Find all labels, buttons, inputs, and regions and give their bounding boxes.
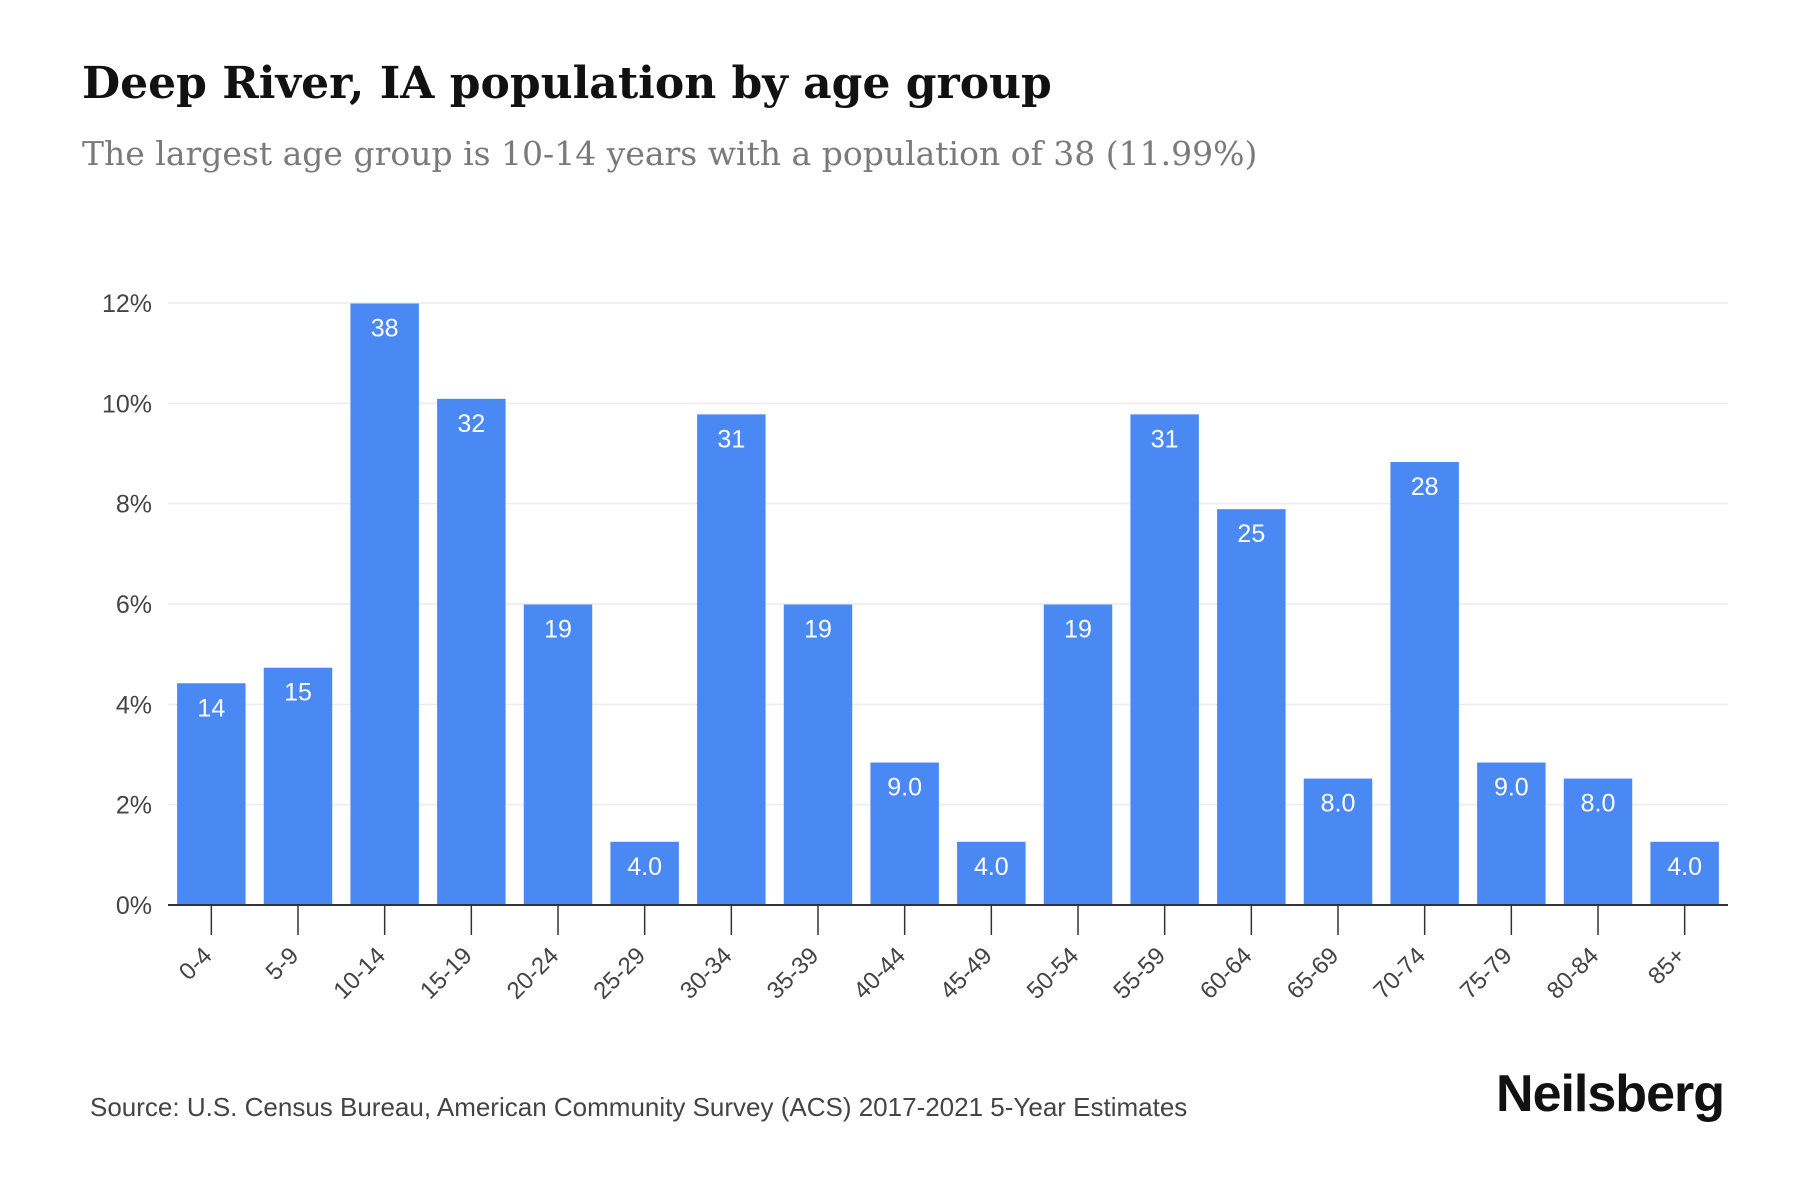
bar-value-label: 14 (197, 694, 225, 722)
bar (177, 683, 246, 905)
bar (1477, 762, 1546, 905)
x-tick-label: 55-59 (1108, 942, 1171, 1005)
x-tick-label: 20-24 (502, 942, 565, 1005)
bar (957, 841, 1026, 905)
x-tick-label: 30-34 (675, 942, 738, 1005)
bar-value-label: 8.0 (1581, 790, 1616, 818)
bar-value-label: 19 (804, 616, 832, 644)
y-axis-ticks: 0% 2% 4% 6% 8% 10% 12% (102, 290, 152, 920)
bar (263, 667, 333, 905)
bar-value-label: 4.0 (627, 853, 662, 881)
y-tick-label: 6% (116, 591, 152, 619)
bar (1217, 509, 1286, 905)
x-axis-ticks: 0-4 5-9 10-14 15-19 20-24 25-29 30-34 35-39 40-4… (174, 905, 1691, 1005)
x-tick-label: 60-64 (1195, 942, 1258, 1005)
y-tick-label: 0% (116, 892, 152, 920)
bar (1130, 414, 1199, 905)
x-tick-label: 15-19 (415, 942, 478, 1005)
bar-value-label: 32 (457, 410, 485, 438)
x-tick-label: 35-39 (762, 942, 825, 1005)
bar-chart: 0% 2% 4% 6% 8% 10% 12% 14 15 38 32 19 4.0 31 19 9.0 4.0… (102, 290, 1728, 1005)
y-tick-label: 12% (102, 290, 152, 318)
bar-value-label: 19 (1064, 616, 1092, 644)
bar-value-label: 8.0 (1321, 790, 1356, 818)
x-tick-label: 85+ (1643, 942, 1691, 990)
y-tick-label: 2% (116, 792, 152, 820)
x-tick-label: 70-74 (1368, 942, 1431, 1005)
bar-value-label: 38 (371, 315, 399, 343)
bar-value-label: 4.0 (974, 853, 1009, 881)
bar (1303, 778, 1373, 905)
bar-value-label: 19 (544, 616, 572, 644)
bar-value-label: 9.0 (887, 774, 922, 802)
bar (1390, 462, 1459, 905)
x-tick-label: 50-54 (1022, 942, 1085, 1005)
x-tick-label: 0-4 (174, 942, 218, 986)
x-tick-label: 5-9 (261, 942, 305, 986)
bar (610, 841, 679, 905)
x-tick-label: 65-69 (1282, 942, 1345, 1005)
bar-value-label: 31 (1151, 425, 1179, 453)
chart-subtitle: The largest age group is 10-14 years wit… (82, 134, 1258, 173)
bar (437, 398, 506, 905)
x-tick-label: 80-84 (1542, 942, 1605, 1005)
bar-value-labels: 14 15 38 32 19 4.0 31 19 9.0 4.0 19 31 25 8.0 28 9.0 8.0… (197, 315, 1702, 881)
grid-lines (168, 302, 1728, 806)
bar (697, 414, 766, 905)
y-tick-label: 10% (102, 390, 152, 418)
bar-value-label: 15 (284, 679, 312, 707)
chart-title: Deep River, IA population by age group (82, 58, 1052, 109)
x-tick-label: 25-29 (588, 942, 651, 1005)
bar-value-label: 9.0 (1494, 774, 1529, 802)
bar (1563, 778, 1633, 905)
brand-logo: Neilsberg (1496, 1065, 1725, 1123)
bar (1650, 841, 1719, 905)
y-tick-label: 4% (116, 691, 152, 719)
x-tick-label: 40-44 (848, 942, 911, 1005)
bar (350, 303, 419, 905)
bar (1043, 604, 1113, 905)
x-tick-label: 10-14 (328, 942, 391, 1005)
bar-value-label: 31 (717, 425, 745, 453)
bar (783, 604, 853, 905)
x-tick-label: 45-49 (935, 942, 998, 1005)
bar-value-label: 28 (1411, 473, 1439, 501)
bar (870, 762, 939, 905)
source-note: Source: U.S. Census Bureau, American Com… (90, 1092, 1188, 1122)
y-tick-label: 8% (116, 491, 152, 519)
x-tick-label: 75-79 (1455, 942, 1518, 1005)
bar-value-label: 25 (1237, 520, 1265, 548)
bar (523, 604, 593, 905)
bar-value-label: 4.0 (1667, 853, 1702, 881)
bars (177, 303, 1719, 905)
